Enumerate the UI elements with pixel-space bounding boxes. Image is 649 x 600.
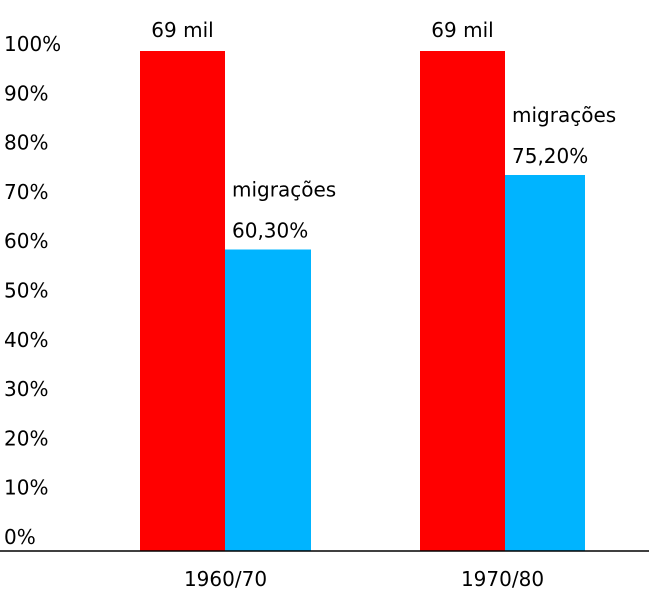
data-label: 60,30% — [232, 219, 308, 243]
bar-migrações-1960/70 — [225, 249, 311, 551]
y-tick-label: 0% — [4, 525, 36, 549]
series-label: migrações — [512, 103, 616, 127]
y-tick-label: 100% — [4, 32, 61, 56]
y-tick-label: 80% — [4, 131, 48, 155]
bar-migrações-1970/80 — [505, 175, 585, 551]
data-label: 69 mil — [431, 18, 493, 42]
x-tick-label: 1970/80 — [461, 567, 544, 591]
y-tick-label: 70% — [4, 180, 48, 204]
data-label: 75,20% — [512, 144, 588, 168]
y-tick-label: 50% — [4, 279, 48, 303]
data-labels: 69 mil migrações 60,30% 69 mil migrações 75,2… — [151, 18, 616, 243]
y-tick-label: 10% — [4, 476, 48, 500]
data-label: 69 mil — [151, 18, 213, 42]
x-tick-label: 1960/70 — [184, 567, 267, 591]
series-label: migrações — [232, 178, 336, 202]
y-tick-label: 60% — [4, 229, 48, 253]
y-axis-ticks: 0% 10% 20% 30% 40% 50% 60% 70% 80% 90% 100% — [4, 32, 61, 549]
bar-total-1960/70 — [140, 51, 225, 551]
x-axis-ticks: 1960/70 1970/80 — [184, 567, 544, 591]
bars — [140, 51, 585, 551]
y-tick-label: 90% — [4, 81, 48, 105]
bar-total-1970/80 — [420, 51, 505, 551]
y-tick-label: 40% — [4, 328, 48, 352]
y-tick-label: 30% — [4, 377, 48, 401]
y-tick-label: 20% — [4, 426, 48, 450]
